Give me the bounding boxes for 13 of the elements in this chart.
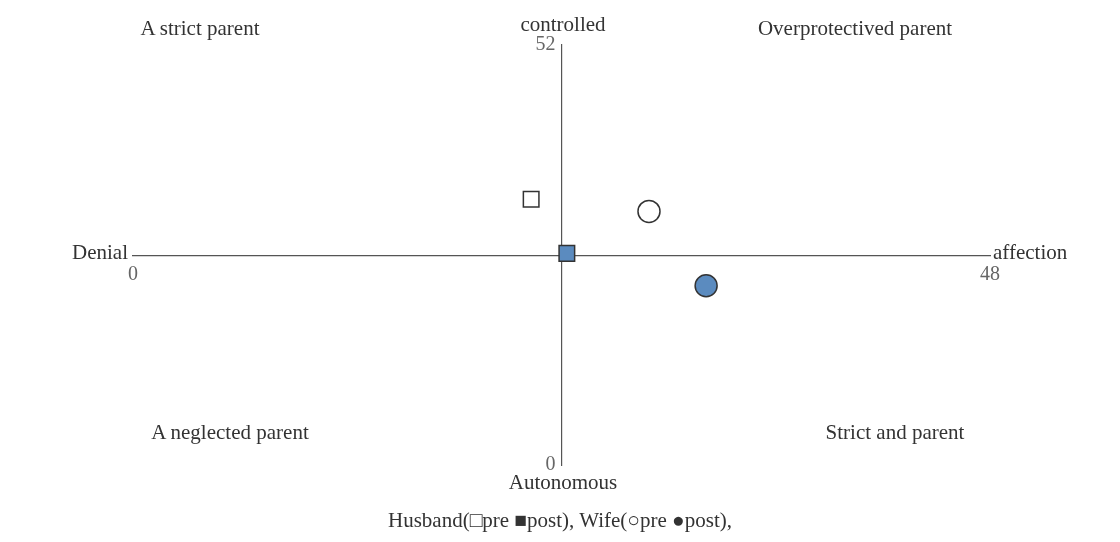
point xyxy=(558,244,576,262)
text: affection xyxy=(993,240,1069,264)
point xyxy=(694,273,718,298)
text: Denial xyxy=(71,240,128,264)
point xyxy=(637,199,661,224)
text: Overprotectived parent xyxy=(756,16,954,40)
text: Autonomous xyxy=(507,470,619,494)
point xyxy=(522,190,540,208)
text: Husband(□pre ■post), Wife(○pre ●post), xyxy=(387,508,733,532)
text: A strict parent xyxy=(139,16,261,40)
x-tick-label: 48 xyxy=(980,262,1000,285)
annotation: A neglected parent xyxy=(150,420,310,444)
annotation: Strict and parent xyxy=(824,420,966,444)
